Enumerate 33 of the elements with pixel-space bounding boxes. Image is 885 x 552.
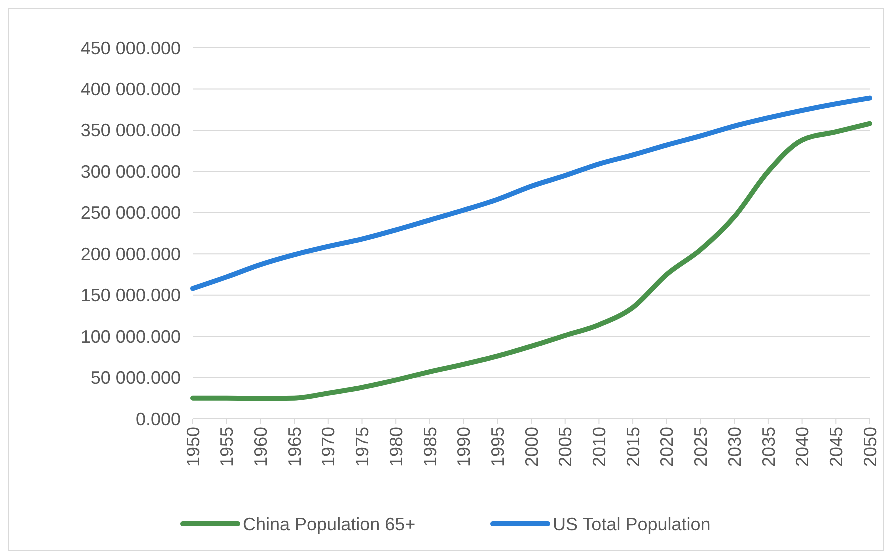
y-tick-label: 300 000.000 (80, 162, 181, 182)
x-tick-label: 1965 (284, 427, 305, 468)
y-tick-label: 400 000.000 (80, 80, 181, 100)
x-tick-label: 2035 (758, 427, 779, 468)
x-tick-label: 1970 (318, 427, 339, 468)
x-tick-label: 2000 (522, 427, 542, 468)
x-tick-label: 1950 (183, 427, 204, 468)
x-tick-label: 1980 (386, 427, 406, 468)
x-tick-label: 1975 (352, 427, 373, 468)
x-tick-label: 2005 (556, 427, 576, 468)
x-tick-label: 2025 (691, 427, 712, 468)
x-tick-label: 1960 (251, 427, 271, 468)
y-tick-label: 0.000 (136, 409, 181, 430)
x-tick-label: 2040 (792, 427, 813, 468)
x-tick-label: 2045 (826, 427, 846, 468)
y-tick-label: 150 000.000 (80, 286, 181, 306)
x-tick-label: 1995 (488, 427, 508, 468)
x-tick-label: 1955 (217, 427, 238, 468)
legend-label: China Population 65+ (243, 514, 416, 534)
x-tick-label: 2020 (657, 427, 678, 468)
y-tick-label: 200 000.000 (80, 244, 181, 264)
legend-label: US Total Population (553, 514, 711, 534)
y-tick-label: 50 000.000 (90, 368, 181, 388)
x-tick-label: 1985 (420, 427, 440, 468)
x-tick-label: 1990 (454, 427, 474, 468)
y-tick-label: 350 000.000 (80, 120, 181, 141)
y-tick-label: 250 000.000 (80, 203, 181, 224)
x-tick-label: 2010 (590, 427, 610, 468)
y-tick-label: 450 000.000 (80, 38, 181, 58)
x-tick-label: 2030 (724, 427, 745, 468)
x-tick-label: 2015 (623, 427, 644, 468)
y-tick-label: 100 000.000 (80, 326, 181, 347)
x-tick-label: 2050 (860, 427, 880, 468)
